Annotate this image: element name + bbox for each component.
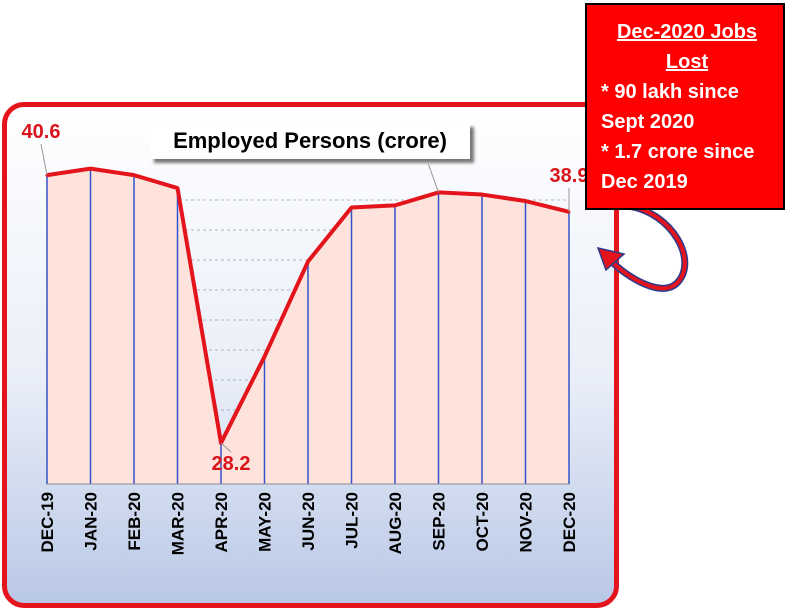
tick-label-jan-20: JAN-20	[82, 492, 101, 551]
callout-heading: Dec-2020 Jobs Lost	[616, 21, 758, 73]
data-label-apr-20: 28.2	[212, 453, 251, 475]
tick-label-dec-19: DEC-19	[38, 492, 57, 552]
tick-label-nov-20: NOV-20	[517, 492, 536, 552]
data-label-dec-20: 38.9	[550, 165, 589, 187]
tick-label-may-20: MAY-20	[256, 492, 275, 552]
tick-label-oct-20: OCT-20	[473, 492, 492, 552]
chart-title: Employed Persons (crore)	[150, 123, 470, 159]
tick-label-jul-20: JUL-20	[343, 492, 362, 549]
data-label-dec-19: 40.6	[22, 121, 61, 143]
tick-label-jun-20: JUN-20	[299, 492, 318, 551]
tick-label-dec-20: DEC-20	[560, 492, 579, 552]
callout-line-2: * 1.7 crore since Dec 2019	[601, 141, 755, 193]
callout-box: Dec-2020 Jobs Lost * 90 lakh since Sept …	[585, 3, 785, 210]
tick-label-mar-20: MAR-20	[169, 492, 188, 555]
curved-arrow-icon	[596, 202, 689, 292]
data-label-leader	[40, 144, 48, 176]
callout-line-1: * 90 lakh since Sept 2020	[601, 81, 739, 133]
tick-label-aug-20: AUG-20	[386, 492, 405, 554]
tick-label-sep-20: SEP-20	[430, 492, 449, 551]
data-label-leader	[220, 442, 232, 453]
tick-label-feb-20: FEB-20	[125, 492, 144, 551]
series-line	[46, 166, 570, 445]
tick-label-apr-20: APR-20	[212, 492, 231, 552]
data-label-leader	[428, 164, 439, 193]
